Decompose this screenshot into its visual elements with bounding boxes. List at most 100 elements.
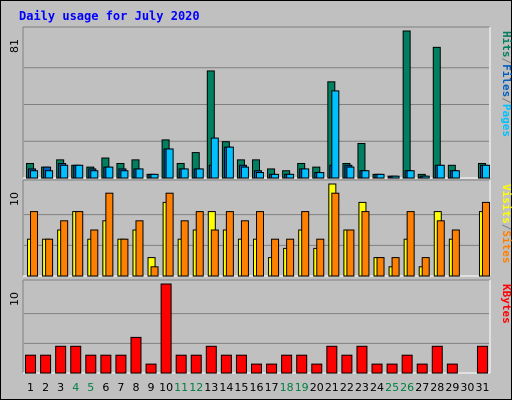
bar-kbytes-day-14 bbox=[220, 354, 232, 374]
bar-sites-day-29 bbox=[451, 229, 460, 277]
x-tick-day-12: 12 bbox=[189, 381, 203, 394]
bar-kbytes-day-27 bbox=[416, 363, 428, 374]
x-tick-day-6: 6 bbox=[102, 381, 109, 394]
legend-entry: / bbox=[500, 58, 512, 65]
bar-pages-day-28 bbox=[436, 164, 445, 179]
bar-sites-day-26 bbox=[406, 211, 415, 277]
bar-sites-day-6 bbox=[105, 192, 114, 277]
bar-sites-day-5 bbox=[90, 229, 99, 277]
x-tick-day-20: 20 bbox=[310, 381, 324, 394]
bar-pages-day-9 bbox=[150, 173, 159, 179]
bar-sites-day-19 bbox=[301, 211, 310, 277]
legend-entry: Pages bbox=[500, 104, 512, 137]
x-tick-day-8: 8 bbox=[132, 381, 139, 394]
bar-pages-day-17 bbox=[271, 173, 280, 179]
panels-group: 81 Hits/Files/Pages 10 Visits/Sites 10 KBytes bbox=[8, 26, 512, 374]
bar-kbytes-day-23 bbox=[356, 345, 368, 374]
x-tick-day-18: 18 bbox=[280, 381, 294, 394]
bar-pages-day-21 bbox=[331, 90, 340, 179]
x-tick-day-24: 24 bbox=[370, 381, 384, 394]
bar-kbytes-day-19 bbox=[296, 354, 308, 374]
bar-kbytes-day-2 bbox=[40, 354, 52, 374]
bar-pages-day-25 bbox=[391, 175, 400, 179]
x-tick-day-31: 31 bbox=[475, 381, 489, 394]
bar-sites-day-27 bbox=[421, 257, 430, 277]
x-tick-day-14: 14 bbox=[219, 381, 233, 394]
bar-sites-day-21 bbox=[331, 192, 340, 277]
bar-kbytes-day-16 bbox=[251, 363, 262, 374]
x-tick-day-13: 13 bbox=[204, 381, 218, 394]
bar-kbytes-day-11 bbox=[175, 354, 187, 374]
legend-entry: Files bbox=[500, 64, 512, 97]
x-tick-day-3: 3 bbox=[57, 381, 64, 394]
bar-sites-day-23 bbox=[361, 211, 370, 277]
bar-sites-day-12 bbox=[195, 211, 204, 277]
bar-kbytes-day-8 bbox=[130, 336, 142, 374]
x-tick-day-29: 29 bbox=[445, 381, 459, 394]
bar-pages-day-15 bbox=[240, 166, 249, 179]
bar-sites-day-25 bbox=[391, 257, 400, 277]
bar-kbytes-day-15 bbox=[235, 354, 247, 374]
bar-pages-day-19 bbox=[301, 168, 310, 179]
x-tick-day-17: 17 bbox=[265, 381, 279, 394]
bar-sites-day-31 bbox=[481, 201, 490, 277]
bar-pages-day-4 bbox=[75, 164, 84, 179]
panel-1-max-label: 10 bbox=[8, 192, 21, 206]
bar-kbytes-day-10 bbox=[160, 283, 172, 374]
x-tick-day-10: 10 bbox=[159, 381, 173, 394]
bar-sites-day-16 bbox=[256, 211, 264, 277]
legend-entry: Sites bbox=[500, 230, 512, 263]
bar-sites-day-20 bbox=[316, 238, 325, 277]
x-tick-day-4: 4 bbox=[72, 381, 79, 394]
panel-0-max-label: 81 bbox=[8, 39, 21, 53]
legend-entry: KBytes bbox=[500, 284, 512, 324]
bar-kbytes-day-17 bbox=[266, 363, 278, 374]
bar-kbytes-day-26 bbox=[401, 354, 413, 374]
bar-pages-day-8 bbox=[135, 168, 144, 179]
bar-kbytes-day-25 bbox=[386, 363, 398, 374]
bar-sites-day-15 bbox=[240, 220, 249, 277]
x-tick-day-30: 30 bbox=[460, 381, 474, 394]
bar-kbytes-day-4 bbox=[70, 345, 82, 374]
bar-pages-day-6 bbox=[105, 166, 114, 179]
x-tick-day-21: 21 bbox=[325, 381, 339, 394]
panel-2-max-label: 10 bbox=[8, 292, 21, 306]
bar-kbytes-day-7 bbox=[115, 354, 127, 374]
bar-pages-day-23 bbox=[361, 170, 370, 179]
x-tick-day-23: 23 bbox=[355, 381, 369, 394]
bar-sites-day-10 bbox=[165, 192, 174, 277]
x-tick-day-5: 5 bbox=[87, 381, 94, 394]
bar-pages-day-12 bbox=[195, 168, 204, 179]
bar-sites-day-11 bbox=[180, 220, 189, 277]
bar-sites-day-17 bbox=[271, 238, 280, 277]
bar-pages-day-14 bbox=[225, 146, 234, 179]
bar-pages-day-26 bbox=[406, 170, 415, 179]
x-axis-ticks: 1 2 3 4 5 6 7 8 9 10 11 12 13 14 15 16 17 18 19 20 21 22 23 24 2… bbox=[27, 381, 489, 394]
bar-pages-day-2 bbox=[45, 170, 54, 179]
panel-0-legend: Hits/Files/Pages bbox=[500, 31, 512, 137]
x-tick-day-7: 7 bbox=[117, 381, 124, 394]
bar-pages-day-10 bbox=[165, 148, 174, 179]
legend-entry: / bbox=[500, 97, 512, 104]
x-tick-day-19: 19 bbox=[295, 381, 309, 394]
bar-sites-day-4 bbox=[75, 211, 84, 277]
x-tick-day-25: 25 bbox=[385, 381, 399, 394]
bar-kbytes-day-1 bbox=[25, 354, 37, 374]
legend-entry: / bbox=[500, 224, 512, 231]
panel-1-legend: Visits/Sites bbox=[500, 184, 512, 264]
x-tick-day-9: 9 bbox=[148, 381, 155, 394]
bar-hits-day-26 bbox=[402, 30, 411, 179]
bar-kbytes-day-28 bbox=[431, 345, 443, 374]
x-tick-day-15: 15 bbox=[234, 381, 248, 394]
bar-kbytes-day-5 bbox=[85, 354, 97, 374]
bar-sites-day-1 bbox=[30, 211, 39, 277]
bar-sites-day-7 bbox=[120, 238, 129, 277]
bar-kbytes-day-21 bbox=[326, 345, 338, 374]
bar-pages-day-18 bbox=[286, 173, 295, 179]
bar-pages-day-11 bbox=[180, 168, 189, 179]
x-tick-day-22: 22 bbox=[340, 381, 354, 394]
bar-sites-day-18 bbox=[286, 238, 295, 277]
bar-kbytes-day-18 bbox=[281, 354, 293, 374]
